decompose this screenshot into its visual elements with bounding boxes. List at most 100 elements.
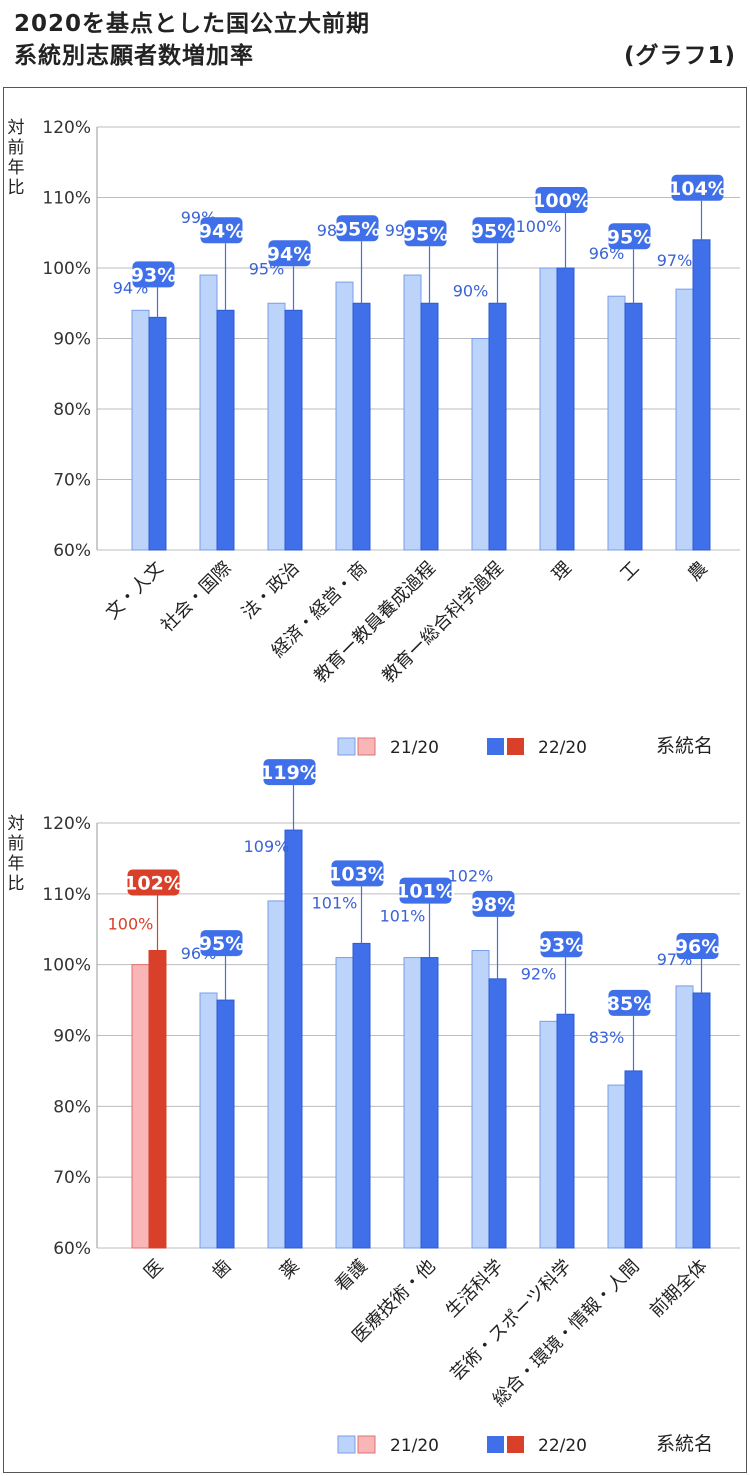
x-category-label: 医	[140, 1256, 168, 1284]
data-label-22-20: 94%	[199, 220, 244, 242]
bar-22-20	[556, 1013, 575, 1249]
callout-box	[399, 877, 452, 904]
chart-frame	[3, 87, 747, 1473]
x-category-label: 農	[684, 558, 712, 586]
callout-box	[472, 890, 515, 917]
x-category-label: 教育ー総合科学過程	[378, 558, 507, 687]
data-label-22-20: 100%	[532, 190, 591, 212]
x-category-label: 前期全体	[646, 1256, 712, 1322]
legend-swatch-21-20-blue	[337, 737, 356, 756]
y-tick-label: 80%	[53, 400, 91, 420]
data-label-21-20: 90%	[453, 282, 489, 301]
bar-21-20	[471, 338, 490, 551]
bar-22-20	[692, 992, 711, 1249]
data-label-22-20: 93%	[131, 264, 176, 286]
data-label-22-20: 94%	[267, 243, 312, 265]
bar-22-20	[488, 978, 507, 1249]
data-label-22-20: 85%	[607, 993, 652, 1015]
legend-swatch-22-20-blue	[487, 1436, 504, 1453]
bar-21-20	[131, 309, 150, 551]
bar-22-20	[420, 957, 439, 1249]
bar-21-20	[539, 1020, 558, 1249]
bar-22-20	[420, 302, 439, 551]
title-line-1: 2020を基点とした国公立大前期	[14, 11, 371, 37]
bar-22-20	[488, 302, 507, 551]
bar-22-20	[352, 302, 371, 551]
y-tick-label: 60%	[53, 541, 91, 561]
legend-label-22-20: 22/20	[538, 738, 587, 758]
bar-21-20	[335, 957, 354, 1249]
bar-22-20	[216, 999, 235, 1249]
x-category-label: 理	[548, 558, 576, 586]
bar-21-20	[403, 957, 422, 1249]
data-label-21-20: 92%	[521, 964, 557, 983]
bar-22-20	[624, 302, 643, 551]
y-tick-label: 110%	[42, 189, 91, 209]
bar-21-20	[675, 985, 694, 1249]
data-label-21-20: 100%	[108, 915, 154, 934]
data-label-22-20: 95%	[199, 933, 244, 955]
callout-box	[472, 217, 515, 244]
x-category-label: 文・人文	[102, 558, 168, 624]
bar-22-20	[352, 942, 371, 1249]
y-axis-title-char: 比	[8, 874, 25, 894]
bar-21-20	[539, 267, 558, 551]
bar-22-20	[148, 316, 167, 551]
y-axis-title-char: 対	[8, 118, 25, 138]
x-category-label: 芸術・スポーツ科学	[446, 1256, 575, 1385]
data-label-22-20: 101%	[396, 881, 455, 903]
bar-22-20	[284, 309, 303, 551]
data-label-22-20: 119%	[260, 762, 319, 784]
data-label-21-20: 100%	[516, 217, 562, 236]
y-tick-label: 70%	[53, 1168, 91, 1188]
callout-box	[200, 217, 243, 244]
x-category-label: 法・政治	[238, 558, 304, 624]
data-label-22-20: 102%	[124, 873, 183, 895]
y-axis-title-char: 対	[8, 814, 25, 834]
legend-swatch-22-20-red	[507, 1436, 524, 1453]
bar-22-20	[284, 829, 303, 1249]
bar-21-20	[199, 992, 218, 1249]
bar-22-20	[692, 239, 711, 551]
y-tick-label: 60%	[53, 1239, 91, 1259]
x-category-label: 薬	[276, 1256, 304, 1284]
legend-label-21-20: 21/20	[390, 1436, 439, 1456]
bar-22-20	[624, 1070, 643, 1249]
legend-swatch-22-20-blue	[487, 738, 504, 755]
data-label-22-20: 93%	[539, 934, 584, 956]
y-tick-label: 70%	[53, 471, 91, 491]
graph-label: (グラフ1)	[623, 43, 736, 69]
data-label-21-20: 97%	[657, 251, 693, 270]
data-label-22-20: 104%	[668, 178, 727, 200]
legend-label-21-20: 21/20	[390, 738, 439, 758]
y-tick-label: 120%	[42, 118, 91, 138]
y-tick-label: 100%	[42, 956, 91, 976]
data-label-22-20: 95%	[471, 220, 516, 242]
callout-box	[671, 174, 724, 201]
x-category-label: 社会・国際	[157, 558, 235, 636]
data-label-22-20: 95%	[403, 223, 448, 245]
y-tick-label: 80%	[53, 1097, 91, 1117]
data-label-21-20: 102%	[448, 867, 494, 886]
callout-box	[535, 187, 588, 213]
callout-box	[268, 240, 311, 267]
bar-22-20	[148, 950, 167, 1249]
callout-box	[127, 869, 180, 896]
x-category-label: 看護	[331, 1256, 371, 1296]
bar-21-20	[131, 964, 150, 1249]
y-tick-label: 120%	[42, 814, 91, 834]
data-label-21-20: 83%	[589, 1028, 625, 1047]
callout-box	[263, 759, 316, 786]
callout-box	[608, 989, 651, 1016]
callout-box	[336, 215, 379, 242]
title-line-2: 系統別志願者数増加率	[14, 43, 254, 69]
callout-box	[331, 860, 384, 887]
legend-swatch-22-20-red	[507, 738, 524, 755]
bar-22-20	[216, 309, 235, 551]
y-axis-title-char: 年	[8, 158, 25, 178]
callout-box	[676, 933, 719, 959]
data-label-22-20: 103%	[328, 863, 387, 885]
callout-box	[200, 930, 243, 957]
legend-swatch-21-20-red	[357, 1435, 376, 1454]
